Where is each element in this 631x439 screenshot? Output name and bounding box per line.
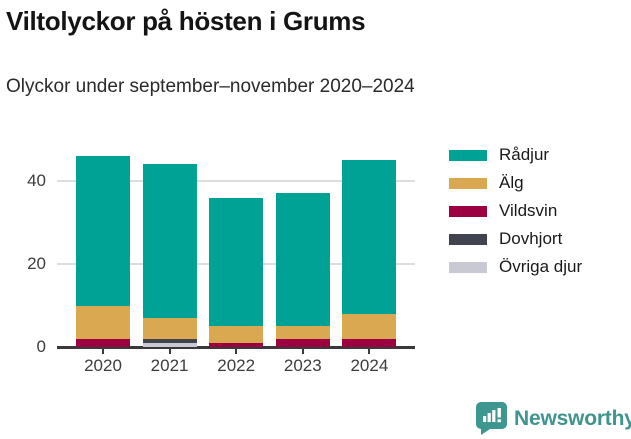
legend-item-dovhjort: Dovhjort [449,225,582,253]
brand-wordmark: Newsworthy [514,406,631,430]
bar-segment-2022-rådjur [209,197,264,327]
bar-segment-2023-vildsvin [275,338,330,347]
legend-item-rådjur: Rådjur [449,141,582,169]
legend-label: Vildsvin [499,201,558,220]
bar-segment-2020-vildsvin [76,338,130,347]
bar-segment-2024-vildsvin [342,338,397,347]
chart-subtitle: Olyckor under september–november 2020–20… [6,76,415,97]
newsworthy-speech-bubble-bar-chart-icon [476,402,507,435]
y-axis-labels: 0 20 40 [0,140,46,356]
y-tick-label: 40 [27,171,46,190]
legend-label: Dovhjort [499,229,563,248]
bar-segment-2022-älg [209,326,264,343]
legend-swatch [449,205,487,217]
x-tick [235,348,238,354]
bar-segment-2022-vildsvin [209,342,264,347]
x-tick-label-2024: 2024 [350,356,389,375]
x-tick [168,348,171,354]
x-tick [368,348,371,354]
x-tick [102,348,104,354]
legend-swatch [449,261,487,273]
bar-segment-2021-rådjur [142,164,197,318]
bar-segment-2023-älg [275,326,330,339]
legend: Rådjur Älg Vildsvin Dovhjort Övriga djur [449,141,582,281]
chart-title: Viltolyckor på hösten i Grums [6,6,366,36]
x-tick-label-2021: 2021 [150,356,189,375]
y-tick-label: 0 [36,337,46,356]
bar-segment-2021-övriga-djur [142,342,197,347]
legend-swatch [449,233,487,245]
bar-segment-2020-älg [76,305,130,339]
x-tick-label-2022: 2022 [217,356,256,375]
gridline-y40 [57,180,415,182]
bar-segment-2024-älg [342,313,397,339]
legend-label: Övriga djur [499,257,583,276]
bar-segment-2024-rådjur [342,160,397,314]
legend-label: Rådjur [499,145,550,164]
y-tick-label: 20 [27,254,46,273]
legend-swatch [449,177,487,189]
legend-item-vildsvin: Vildsvin [449,197,582,225]
x-tick-label-2023: 2023 [283,356,322,375]
legend-label: Älg [499,173,524,192]
legend-item-älg: Älg [449,169,582,197]
bar-segment-2020-rådjur [76,156,130,306]
bar-segment-2021-dovhjort [142,338,197,343]
x-axis-line [57,346,415,349]
bar-segment-2021-älg [142,317,197,339]
x-tick [301,348,304,354]
newsworthy-logo[interactable]: Newsworthy [476,402,631,435]
plot-area [57,140,415,349]
legend-item-övriga-djur: Övriga djur [449,253,582,281]
bar-segment-2023-rådjur [275,193,330,327]
legend-swatch [449,149,487,161]
x-tick-label-2020: 2020 [84,356,122,375]
